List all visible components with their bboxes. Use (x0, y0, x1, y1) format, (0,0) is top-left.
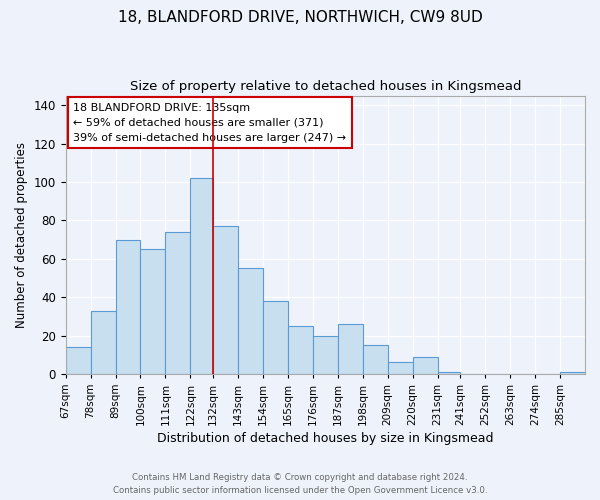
Bar (288, 326, 313, 374)
Text: 18 BLANDFORD DRIVE: 135sqm
← 59% of detached houses are smaller (371)
39% of sem: 18 BLANDFORD DRIVE: 135sqm ← 59% of deta… (73, 102, 347, 143)
Bar (263, 301, 288, 374)
Y-axis label: Number of detached properties: Number of detached properties (15, 142, 28, 328)
Bar (140, 249, 166, 374)
Bar (313, 336, 338, 374)
Bar (338, 324, 363, 374)
Bar (560, 372, 585, 374)
Title: Size of property relative to detached houses in Kingsmead: Size of property relative to detached ho… (130, 80, 521, 93)
Bar (65, 347, 91, 374)
Text: 18, BLANDFORD DRIVE, NORTHWICH, CW9 8UD: 18, BLANDFORD DRIVE, NORTHWICH, CW9 8UD (118, 10, 482, 25)
Bar (363, 345, 388, 374)
Bar (437, 372, 460, 374)
Bar (213, 226, 238, 374)
Bar (116, 240, 140, 374)
Bar (238, 268, 263, 374)
X-axis label: Distribution of detached houses by size in Kingsmead: Distribution of detached houses by size … (157, 432, 494, 445)
Text: Contains HM Land Registry data © Crown copyright and database right 2024.
Contai: Contains HM Land Registry data © Crown c… (113, 473, 487, 495)
Bar (190, 178, 213, 374)
Bar (166, 232, 190, 374)
Bar (91, 310, 116, 374)
Bar (388, 362, 413, 374)
Bar (413, 356, 437, 374)
